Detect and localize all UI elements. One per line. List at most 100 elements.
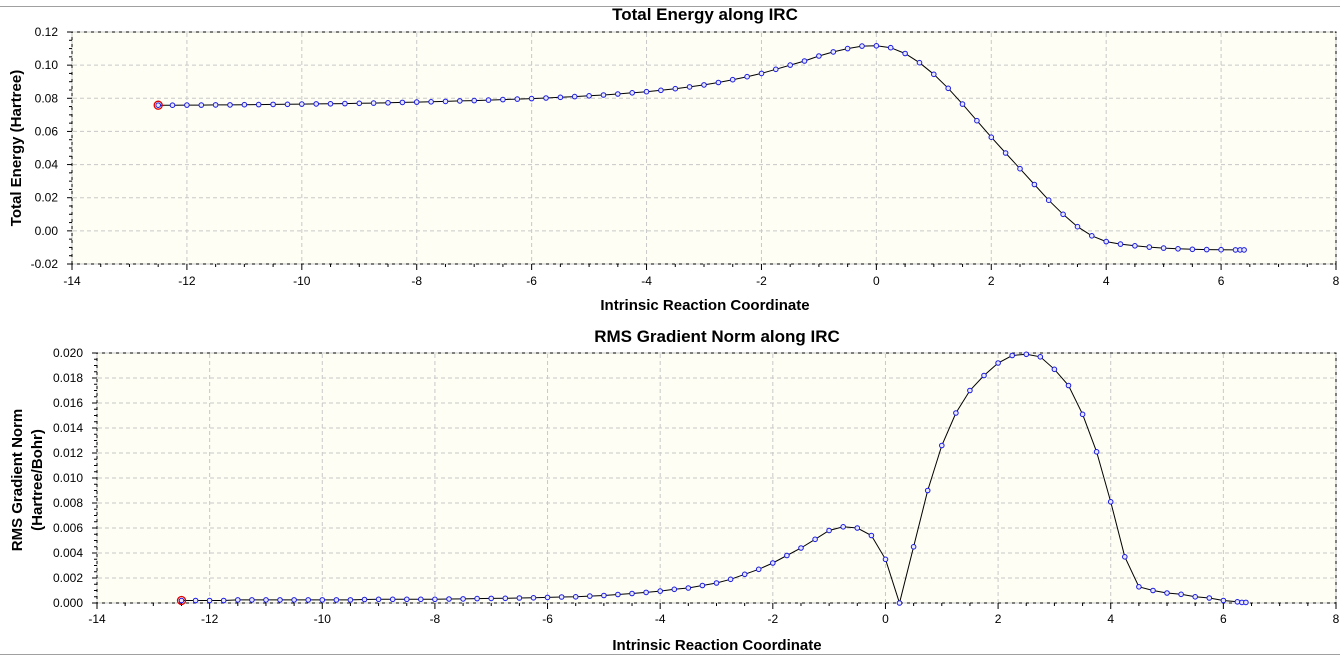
gradient-data-point[interactable]	[657, 588, 664, 594]
gradient-data-point[interactable]	[1122, 554, 1128, 560]
gradient-data-point[interactable]	[404, 596, 410, 603]
energy-data-point[interactable]	[385, 100, 391, 106]
energy-data-point[interactable]	[1175, 246, 1181, 252]
energy-data-point[interactable]	[485, 97, 492, 103]
gradient-data-point[interactable]	[291, 597, 297, 603]
gradient-data-point[interactable]	[277, 597, 283, 603]
energy-data-point[interactable]	[571, 93, 578, 100]
energy-data-point[interactable]	[1031, 181, 1038, 188]
gradient-data-point[interactable]	[741, 571, 748, 578]
energy-current-point-marker[interactable]	[153, 100, 163, 110]
energy-data-point[interactable]	[844, 45, 851, 52]
energy-data-point[interactable]	[241, 101, 248, 108]
gradient-data-point[interactable]	[206, 597, 213, 604]
gradient-current-point-marker[interactable]	[176, 595, 187, 606]
gradient-data-point[interactable]	[868, 532, 875, 539]
energy-data-point[interactable]	[816, 53, 822, 59]
energy-data-point[interactable]	[184, 102, 190, 108]
gradient-data-point[interactable]	[615, 591, 621, 598]
gradient-data-point[interactable]	[953, 410, 959, 416]
gradient-data-point[interactable]	[192, 597, 199, 604]
energy-data-point[interactable]	[1241, 247, 1247, 253]
gradient-data-point[interactable]	[220, 597, 227, 604]
energy-data-point[interactable]	[399, 99, 406, 106]
energy-data-point[interactable]	[1103, 238, 1109, 245]
gradient-data-point[interactable]	[263, 597, 269, 603]
gradient-data-point[interactable]	[418, 596, 424, 603]
energy-data-point[interactable]	[959, 101, 966, 107]
gradient-data-point[interactable]	[727, 576, 734, 583]
gradient-data-point[interactable]	[896, 600, 903, 606]
gradient-data-point[interactable]	[1079, 411, 1086, 418]
gradient-data-point[interactable]	[389, 596, 396, 603]
gradient-data-point[interactable]	[798, 545, 804, 551]
gradient-data-point[interactable]	[840, 524, 847, 530]
energy-data-point[interactable]	[873, 43, 880, 49]
energy-data-point[interactable]	[658, 87, 664, 94]
gradient-data-point[interactable]	[967, 387, 973, 394]
gradient-data-point[interactable]	[699, 582, 706, 589]
gradient-data-point[interactable]	[558, 594, 565, 600]
gradient-data-point[interactable]	[488, 595, 495, 602]
energy-data-point[interactable]	[471, 97, 478, 104]
energy-data-point[interactable]	[931, 71, 937, 78]
energy-data-point[interactable]	[974, 117, 980, 124]
gradient-data-point[interactable]	[981, 372, 987, 379]
energy-data-point[interactable]	[1132, 243, 1138, 249]
energy-data-point[interactable]	[615, 91, 621, 97]
gradient-data-point[interactable]	[995, 360, 1001, 366]
gradient-data-point[interactable]	[685, 585, 692, 591]
energy-data-point[interactable]	[1089, 233, 1095, 239]
gradient-data-point[interactable]	[1037, 354, 1044, 360]
gradient-data-point[interactable]	[601, 592, 607, 599]
energy-data-point[interactable]	[514, 96, 521, 102]
energy-data-point[interactable]	[744, 73, 750, 80]
gradient-data-point[interactable]	[530, 595, 537, 601]
gradient-data-point[interactable]	[629, 590, 635, 597]
energy-data-point[interactable]	[715, 79, 722, 86]
energy-data-point[interactable]	[1189, 246, 1196, 253]
energy-data-point[interactable]	[758, 70, 765, 77]
energy-data-point[interactable]	[859, 43, 865, 49]
gradient-data-point[interactable]	[572, 594, 579, 600]
gradient-data-point[interactable]	[319, 597, 326, 603]
energy-data-point[interactable]	[1117, 241, 1124, 247]
gradient-data-point[interactable]	[1243, 599, 1249, 606]
energy-data-point[interactable]	[342, 100, 348, 107]
gradient-data-point[interactable]	[587, 593, 593, 599]
energy-data-point[interactable]	[528, 95, 535, 102]
energy-data-point[interactable]	[1074, 223, 1081, 230]
gradient-data-point[interactable]	[446, 596, 452, 602]
gradient-data-point[interactable]	[1065, 382, 1072, 389]
energy-data-point[interactable]	[1160, 245, 1167, 251]
energy-data-point[interactable]	[586, 93, 592, 99]
energy-data-point[interactable]	[327, 101, 334, 107]
energy-data-point[interactable]	[1060, 211, 1066, 218]
gradient-data-point[interactable]	[1051, 366, 1058, 373]
energy-data-point[interactable]	[557, 94, 564, 101]
energy-data-point[interactable]	[212, 102, 219, 108]
gradient-data-point[interactable]	[1150, 587, 1156, 594]
energy-data-point[interactable]	[916, 59, 923, 66]
energy-data-point[interactable]	[255, 101, 262, 108]
gradient-data-point[interactable]	[249, 597, 255, 603]
energy-data-point[interactable]	[801, 58, 808, 64]
gradient-data-point[interactable]	[305, 597, 312, 603]
gradient-data-point[interactable]	[516, 595, 523, 601]
energy-data-point[interactable]	[313, 101, 320, 107]
energy-data-point[interactable]	[1232, 247, 1239, 253]
gradient-data-point[interactable]	[333, 597, 340, 603]
energy-data-point[interactable]	[428, 99, 434, 105]
energy-data-point[interactable]	[356, 100, 363, 107]
gradient-data-point[interactable]	[643, 589, 649, 596]
energy-data-point[interactable]	[155, 102, 161, 108]
energy-data-point[interactable]	[169, 102, 176, 108]
gradient-data-point[interactable]	[882, 556, 889, 563]
energy-data-point[interactable]	[413, 99, 420, 105]
gradient-data-point[interactable]	[1206, 595, 1213, 601]
gradient-data-point[interactable]	[502, 595, 509, 602]
gradient-data-point[interactable]	[235, 597, 241, 603]
gradient-data-point[interactable]	[460, 596, 466, 602]
gradient-data-point[interactable]	[361, 596, 368, 603]
gradient-data-point[interactable]	[671, 586, 678, 593]
